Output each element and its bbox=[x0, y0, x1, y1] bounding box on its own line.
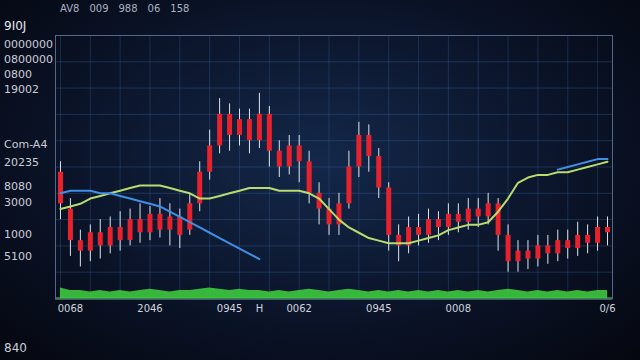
html-text:988: 988 bbox=[118, 3, 138, 14]
html-text:3000: 3000 bbox=[4, 196, 32, 209]
html-text:06: 06 bbox=[147, 3, 161, 14]
svg-text:0008: 0008 bbox=[446, 303, 471, 314]
svg-text:0945: 0945 bbox=[217, 303, 242, 314]
svg-text:0945: 0945 bbox=[366, 303, 391, 314]
html-text:19002: 19002 bbox=[4, 83, 39, 96]
html-text:9I0J: 9I0J bbox=[4, 19, 27, 33]
html-text:AV8: AV8 bbox=[60, 3, 80, 14]
html-text:0000000: 0000000 bbox=[4, 38, 53, 51]
html-text:0800000: 0800000 bbox=[4, 53, 53, 66]
html-text:8080: 8080 bbox=[4, 180, 32, 193]
html-text:5100: 5100 bbox=[4, 250, 32, 263]
html-text:158: 158 bbox=[170, 3, 190, 14]
svg-text:0068: 0068 bbox=[58, 303, 83, 314]
html-text:0800: 0800 bbox=[4, 68, 32, 81]
svg-text:0062: 0062 bbox=[286, 303, 311, 314]
html-text:1000: 1000 bbox=[4, 228, 32, 241]
html-text:840: 840 bbox=[4, 341, 27, 355]
svg-text:H: H bbox=[256, 303, 264, 314]
html-text:009: 009 bbox=[89, 3, 109, 14]
html-text:20235: 20235 bbox=[4, 156, 39, 169]
html-text:Com-A4: Com-A4 bbox=[4, 138, 48, 151]
svg-text:2046: 2046 bbox=[137, 303, 162, 314]
svg-text:0/6: 0/6 bbox=[599, 303, 615, 314]
